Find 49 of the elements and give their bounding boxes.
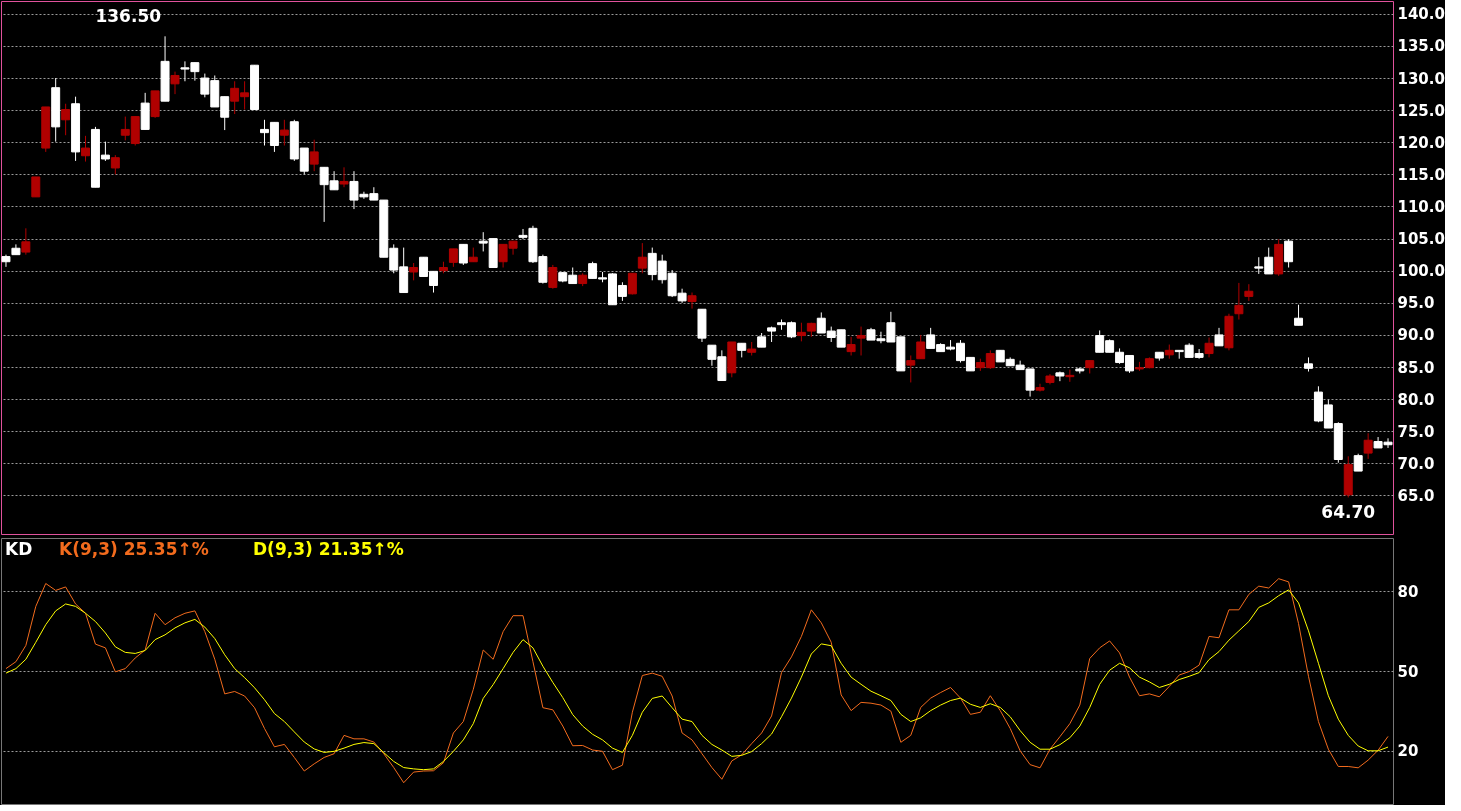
candlestick [458,243,468,266]
y-tick-label: 20 [1397,742,1419,761]
candlestick [1065,369,1075,383]
candlestick [637,242,647,274]
candlestick [21,227,31,256]
y-tick-label: 135.0 [1397,37,1445,56]
candlestick [1,254,11,268]
y-tick-label: 125.0 [1397,101,1445,120]
y-tick-label: 140.0 [1397,5,1445,24]
y-tick-label: 75.0 [1397,422,1435,441]
y-tick-label: 115.0 [1397,165,1445,184]
candlestick [31,176,41,198]
candlestick [61,103,71,136]
y-tick-label: 100.0 [1397,262,1445,281]
candlestick [279,119,289,146]
candlestick [81,135,90,163]
y-tick-label: 105.0 [1397,230,1445,249]
candlestick [856,326,866,356]
candlestick [1204,337,1214,358]
y-tick-label: 50 [1397,662,1419,681]
candlestick [170,71,180,95]
candlestick [339,166,349,188]
annotation: 136.50 [95,6,162,27]
y-tick-label: 70.0 [1397,454,1435,473]
y-tick-label: 95.0 [1397,294,1435,313]
y-tick-label: 130.0 [1397,69,1445,88]
y-tick-label: 90.0 [1397,326,1435,345]
y-tick-label: 110.0 [1397,197,1445,216]
candlestick [916,334,926,360]
y-tick-label: 65.0 [1397,486,1435,505]
chart-title: KD [5,539,33,559]
candlestick [846,336,856,356]
annotation: 64.70 [1321,502,1376,523]
candlestick [796,322,806,342]
candlestick [687,292,697,310]
y-tick-label: 120.0 [1397,133,1445,152]
y-tick-label: 80.0 [1397,390,1435,409]
candlestick [1284,238,1294,268]
candlestick [1294,304,1304,326]
y-tick-label: 80 [1397,582,1419,601]
candlestick [906,354,916,383]
candlestick [548,264,558,290]
series-label: K(9,3) 25.35↑% [59,539,209,559]
candlestick [1234,282,1244,321]
text: D(9,3) 21.35↑% [253,539,404,559]
candlestick [1363,432,1373,460]
candlestick [309,139,319,172]
y-tick-label: 85.0 [1397,358,1435,377]
candlestick [110,154,120,175]
